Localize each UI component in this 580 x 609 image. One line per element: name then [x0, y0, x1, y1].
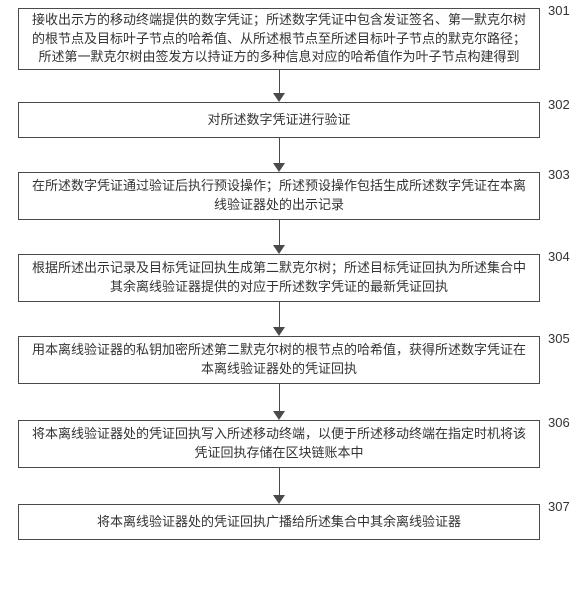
flow-node-text: 将本离线验证器处的凭证回执写入所述移动终端，以便于所述移动终端在指定时机将该凭证…: [29, 425, 529, 463]
flow-arrow: [279, 220, 280, 245]
flow-node-text: 将本离线验证器处的凭证回执广播给所述集合中其余离线验证器: [97, 513, 461, 532]
flow-arrow: [279, 70, 280, 93]
flow-node-text: 接收出示方的移动终端提供的数字凭证；所述数字凭证中包含发证签名、第一默克尔树的根…: [29, 11, 529, 68]
flow-node-label: 301: [548, 3, 570, 18]
flow-node-label: 302: [548, 97, 570, 112]
flow-node-303: 在所述数字凭证通过验证后执行预设操作；所述预设操作包括生成所述数字凭证在本离线验…: [18, 172, 540, 220]
flow-node-301: 接收出示方的移动终端提供的数字凭证；所述数字凭证中包含发证签名、第一默克尔树的根…: [18, 8, 540, 70]
flow-node-302: 对所述数字凭证进行验证: [18, 102, 540, 138]
flow-arrow-head: [273, 495, 285, 504]
flow-arrow: [279, 302, 280, 327]
flow-node-text: 对所述数字凭证进行验证: [207, 111, 350, 130]
flow-arrow-head: [273, 327, 285, 336]
flow-node-text: 根据所述出示记录及目标凭证回执生成第二默克尔树；所述目标凭证回执为所述集合中其余…: [29, 259, 529, 297]
flow-arrow: [279, 138, 280, 163]
flow-arrow-head: [273, 93, 285, 102]
flow-node-text: 在所述数字凭证通过验证后执行预设操作；所述预设操作包括生成所述数字凭证在本离线验…: [29, 177, 529, 215]
flow-arrow-head: [273, 411, 285, 420]
flow-node-306: 将本离线验证器处的凭证回执写入所述移动终端，以便于所述移动终端在指定时机将该凭证…: [18, 420, 540, 468]
flow-arrow: [279, 384, 280, 411]
flow-node-label: 305: [548, 331, 570, 346]
flow-arrow: [279, 468, 280, 495]
flow-node-304: 根据所述出示记录及目标凭证回执生成第二默克尔树；所述目标凭证回执为所述集合中其余…: [18, 254, 540, 302]
flowchart-canvas: 接收出示方的移动终端提供的数字凭证；所述数字凭证中包含发证签名、第一默克尔树的根…: [0, 0, 580, 609]
flow-node-label: 304: [548, 249, 570, 264]
flow-node-305: 用本离线验证器的私钥加密所述第二默克尔树的根节点的哈希值，获得所述数字凭证在本离…: [18, 336, 540, 384]
flow-node-label: 306: [548, 415, 570, 430]
flow-arrow-head: [273, 245, 285, 254]
flow-arrow-head: [273, 163, 285, 172]
flow-node-307: 将本离线验证器处的凭证回执广播给所述集合中其余离线验证器: [18, 504, 540, 540]
flow-node-label: 307: [548, 499, 570, 514]
flow-node-text: 用本离线验证器的私钥加密所述第二默克尔树的根节点的哈希值，获得所述数字凭证在本离…: [29, 341, 529, 379]
flow-node-label: 303: [548, 167, 570, 182]
